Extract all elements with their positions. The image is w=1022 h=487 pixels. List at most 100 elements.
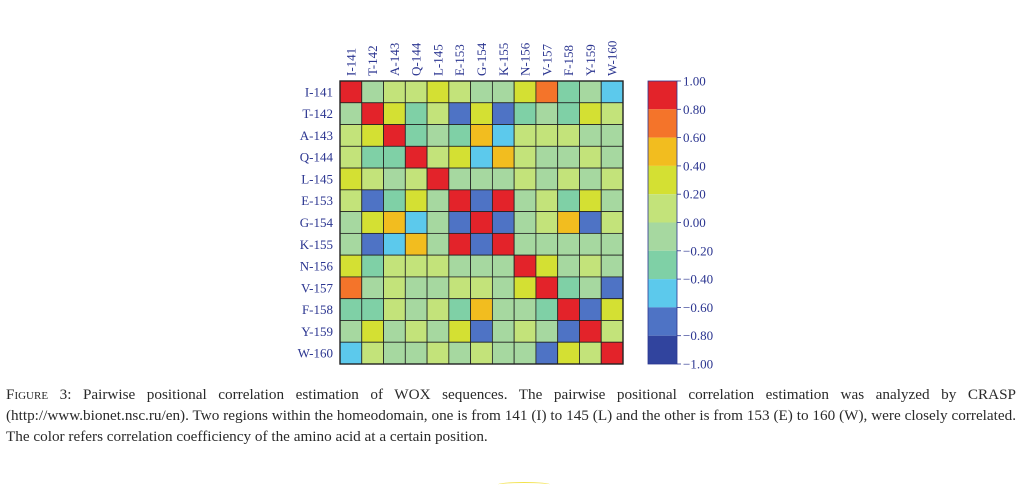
heatmap-cell-Y-159-K-155 xyxy=(491,320,515,343)
heatmap-cell-L-145-Y-159 xyxy=(579,167,602,191)
heatmap-cell-L-145-L-145 xyxy=(426,167,450,191)
row-label: F-158 xyxy=(302,302,333,317)
heatmap-cell-A-143-L-145 xyxy=(426,124,450,147)
heatmap-cell-K-155-T-142 xyxy=(361,232,384,256)
heatmap-cell-L-145-W-160 xyxy=(600,167,624,191)
column-label: T-142 xyxy=(365,45,380,76)
heatmap-cell-A-143-W-160 xyxy=(600,124,624,147)
colorbar-swatch xyxy=(648,194,677,223)
heatmap-cell-T-142-E-153 xyxy=(448,102,472,125)
heatmap-cell-E-153-W-160 xyxy=(600,189,624,213)
column-label: I-141 xyxy=(343,48,358,76)
heatmap-cell-W-160-Q-144 xyxy=(404,341,428,365)
figure-caption: Figure 3: Pairwise positional correlatio… xyxy=(6,384,1016,447)
heatmap-cells xyxy=(339,80,624,365)
heatmap-cell-E-153-F-158 xyxy=(557,189,580,213)
heatmap-cell-Q-144-G-154 xyxy=(470,145,493,169)
heatmap-cell-W-160-T-142 xyxy=(361,341,384,365)
colorbar-tick-label: 0.20 xyxy=(683,187,706,202)
colorbar-tick-labels: 1.00 0.80 0.60 0.40 0.20 0.00 −0.20 −0.40 −0.60 −… xyxy=(677,74,713,372)
heatmap-cell-E-153-G-154 xyxy=(470,189,493,213)
heatmap-cell-E-153-K-155 xyxy=(491,189,515,213)
heatmap-cell-V-157-A-143 xyxy=(383,276,406,300)
heatmap-cell-W-160-V-157 xyxy=(535,341,559,365)
heatmap-cell-W-160-N-156 xyxy=(513,341,537,365)
heatmap-cell-Y-159-L-145 xyxy=(426,320,450,343)
heatmap-cell-A-143-F-158 xyxy=(557,124,580,147)
heatmap-cell-A-143-N-156 xyxy=(513,124,537,147)
column-label: W-160 xyxy=(605,41,620,76)
colorbar-tick-label: −1.00 xyxy=(683,357,713,372)
heatmap-cell-F-158-V-157 xyxy=(535,298,559,321)
heatmap-cell-A-143-V-157 xyxy=(535,124,559,147)
heatmap-cell-A-143-Q-144 xyxy=(404,124,428,147)
colorbar-tick-label: 0.80 xyxy=(683,102,706,117)
heatmap-cell-E-153-N-156 xyxy=(513,189,537,213)
heatmap-cell-F-158-Q-144 xyxy=(404,298,428,321)
heatmap-cell-N-156-I-141 xyxy=(339,254,363,278)
heatmap-cell-N-156-E-153 xyxy=(448,254,472,278)
heatmap-cell-E-153-A-143 xyxy=(383,189,406,213)
heatmap-cell-V-157-N-156 xyxy=(513,276,537,300)
heatmap-cell-N-156-G-154 xyxy=(470,254,493,278)
heatmap-cell-G-154-I-141 xyxy=(339,211,363,234)
heatmap-cell-G-154-T-142 xyxy=(361,211,384,234)
heatmap-cell-V-157-L-145 xyxy=(426,276,450,300)
colorbar-swatch xyxy=(648,81,677,110)
row-label: Y-159 xyxy=(301,324,333,339)
heatmap-cell-L-145-I-141 xyxy=(339,167,363,191)
heatmap-cell-T-142-Q-144 xyxy=(404,102,428,125)
heatmap-cell-Y-159-T-142 xyxy=(361,320,384,343)
heatmap-frame xyxy=(339,80,624,365)
heatmap-cell-Y-159-W-160 xyxy=(600,320,624,343)
heatmap-cell-V-157-G-154 xyxy=(470,276,493,300)
heatmap-cell-G-154-W-160 xyxy=(600,211,624,234)
heatmap-cell-W-160-A-143 xyxy=(383,341,406,365)
caption-text: Pairwise positional correlation estimati… xyxy=(6,386,1016,445)
heatmap-cell-Q-144-Q-144 xyxy=(404,145,428,169)
heatmap-cell-N-156-W-160 xyxy=(600,254,624,278)
heatmap-cell-N-156-V-157 xyxy=(535,254,559,278)
colorbar-swatch xyxy=(648,307,677,336)
heatmap-cell-W-160-G-154 xyxy=(470,341,493,365)
heatmap-cell-W-160-F-158 xyxy=(557,341,580,365)
heatmap-cell-N-156-L-145 xyxy=(426,254,450,278)
heatmap-cell-F-158-F-158 xyxy=(557,298,580,321)
heatmap-cell-I-141-E-153 xyxy=(448,80,472,104)
heatmap-cell-K-155-A-143 xyxy=(383,232,406,256)
heatmap-cell-I-141-V-157 xyxy=(535,80,559,104)
heatmap-cell-E-153-L-145 xyxy=(426,189,450,213)
heatmap-cell-I-141-K-155 xyxy=(491,80,515,104)
heatmap-cell-W-160-L-145 xyxy=(426,341,450,365)
heatmap-cell-K-155-W-160 xyxy=(600,232,624,256)
row-label: Q-144 xyxy=(300,150,334,165)
column-label: V-157 xyxy=(539,43,554,76)
heatmap-cell-K-155-N-156 xyxy=(513,232,537,256)
heatmap-cell-G-154-N-156 xyxy=(513,211,537,234)
heatmap-cell-A-143-G-154 xyxy=(470,124,493,147)
column-labels: I-141 T-142 A-143 Q-144 L-145 E-153 G-154 K-155… xyxy=(343,41,619,76)
heatmap-cell-T-142-V-157 xyxy=(535,102,559,125)
heatmap-cell-T-142-G-154 xyxy=(470,102,493,125)
column-label: E-153 xyxy=(452,44,467,76)
colorbar-tick-label: 0.40 xyxy=(683,158,706,173)
column-label: G-154 xyxy=(474,42,489,76)
heatmap-cell-G-154-Q-144 xyxy=(404,211,428,234)
heatmap-cell-I-141-I-141 xyxy=(339,80,363,104)
heatmap-cell-F-158-E-153 xyxy=(448,298,472,321)
row-label: A-143 xyxy=(300,128,333,143)
heatmap-cell-Q-144-I-141 xyxy=(339,145,363,169)
colorbar-tick-label: −0.20 xyxy=(683,243,713,258)
heatmap-cell-Q-144-W-160 xyxy=(600,145,624,169)
colorbar-swatch xyxy=(648,137,677,166)
heatmap-cell-F-158-K-155 xyxy=(491,298,515,321)
heatmap-cell-Q-144-L-145 xyxy=(426,145,450,169)
heatmap-cell-F-158-W-160 xyxy=(600,298,624,321)
heatmap-cell-V-157-V-157 xyxy=(535,276,559,300)
heatmap-cell-Q-144-E-153 xyxy=(448,145,472,169)
heatmap-cell-K-155-V-157 xyxy=(535,232,559,256)
heatmap-cell-Y-159-Q-144 xyxy=(404,320,428,343)
heatmap-cell-T-142-F-158 xyxy=(557,102,580,125)
heatmap-cell-G-154-G-154 xyxy=(470,211,493,234)
heatmap-cell-G-154-L-145 xyxy=(426,211,450,234)
